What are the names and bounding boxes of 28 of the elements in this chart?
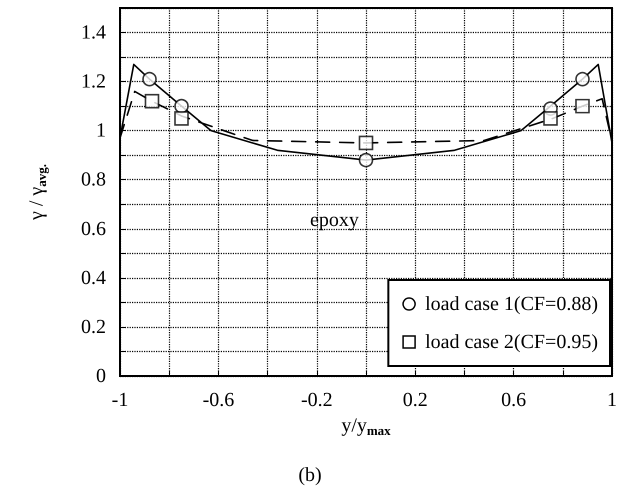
point [575, 98, 590, 114]
y-tick-label: 1 [96, 120, 106, 142]
y-tick-label: 0.8 [81, 168, 106, 191]
y-tick-label: 1.2 [81, 70, 106, 93]
point [543, 111, 558, 126]
x-tick-label: 1 [607, 389, 617, 411]
point [358, 136, 374, 150]
point [358, 152, 374, 168]
legend-label: load case 1(CF=0.88) [425, 293, 598, 315]
point [144, 94, 160, 109]
text: (b) [298, 464, 322, 486]
y-tick-label: 0.6 [81, 218, 106, 240]
y-axis-title: γ / γavg. [26, 164, 49, 221]
x-tick-label: -1 [112, 389, 128, 411]
x-tick-label: -0.6 [202, 389, 234, 411]
legend-label: load case 2(CF=0.95) [425, 331, 598, 353]
y-tick-label: 0.2 [81, 316, 106, 338]
point [174, 111, 189, 126]
y-tick-label: 0 [96, 365, 106, 387]
y-tick-label: 1.4 [81, 22, 106, 44]
annotation: epoxy [310, 209, 359, 231]
x-tick-label: 0.2 [402, 389, 428, 411]
point [142, 72, 157, 86]
x-tick-label: 0.6 [501, 389, 526, 411]
point [174, 98, 189, 114]
x-tick-label: -0.2 [300, 389, 333, 411]
y-tick-label: 0.4 [81, 266, 106, 289]
point [575, 72, 590, 86]
